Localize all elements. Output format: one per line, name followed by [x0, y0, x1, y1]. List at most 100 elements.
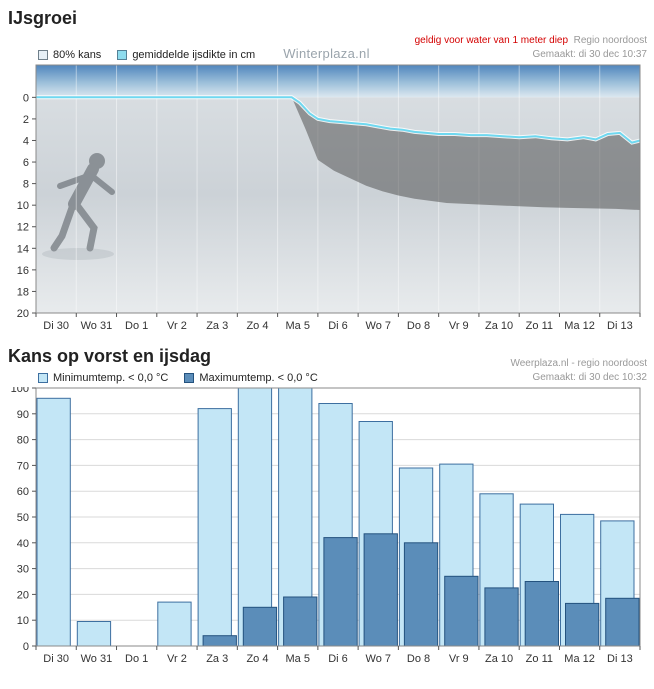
ice-chart-header: 80% kans gemiddelde ijsdikte in cm Winte… [8, 34, 647, 61]
svg-text:Wo 7: Wo 7 [366, 320, 391, 332]
svg-text:50: 50 [17, 512, 29, 524]
svg-text:0: 0 [23, 641, 29, 653]
svg-text:Wo 7: Wo 7 [366, 653, 391, 665]
svg-text:Di 13: Di 13 [607, 653, 633, 665]
svg-text:Do 8: Do 8 [407, 653, 430, 665]
svg-text:6: 6 [23, 157, 29, 169]
svg-text:4: 4 [23, 135, 29, 147]
svg-text:60: 60 [17, 486, 29, 498]
frost-chart-legend: Minimumtemp. < 0,0 °C Maximumtemp. < 0,0… [38, 372, 510, 384]
legend-label: 80% kans [53, 49, 102, 61]
max-temp-bar [283, 596, 318, 647]
svg-text:Zo 11: Zo 11 [526, 320, 553, 332]
svg-text:Ma 12: Ma 12 [564, 653, 595, 665]
svg-text:Ma 12: Ma 12 [564, 320, 595, 332]
min-temp-swatch-icon [38, 373, 48, 383]
svg-text:Vr 2: Vr 2 [167, 653, 187, 665]
svg-text:Za 3: Za 3 [206, 320, 228, 332]
svg-text:2: 2 [23, 114, 29, 126]
legend-item-maxtemp: Maximumtemp. < 0,0 °C [184, 372, 318, 384]
frost-chart-section: Kans op vorst en ijsdag Minimumtemp. < 0… [0, 338, 654, 665]
legend-label: Maximumtemp. < 0,0 °C [199, 372, 318, 384]
svg-text:Di 6: Di 6 [328, 653, 348, 665]
svg-text:40: 40 [17, 538, 29, 550]
min-temp-bar [157, 601, 192, 647]
line-swatch-icon [117, 50, 128, 60]
svg-text:Di 30: Di 30 [43, 653, 69, 665]
ice-plot-area [36, 65, 640, 313]
max-temp-bar [403, 542, 439, 647]
confidence-band [291, 97, 640, 210]
ice-chart-svg: 0 2 4 6 8 10 12 14 16 18 20 Di 30 Wo 31 Do 1 Vr 2 Za 3 Z… [17, 64, 641, 332]
svg-text:Di 30: Di 30 [43, 320, 69, 332]
max-temp-bar [444, 575, 479, 647]
svg-text:Za 10: Za 10 [485, 320, 513, 332]
svg-text:8: 8 [23, 179, 29, 191]
svg-text:Wo 31: Wo 31 [81, 653, 113, 665]
region-label: Regio noordoost [573, 35, 647, 46]
winterplaza-watermark: Winterplaza.nl [283, 46, 370, 61]
max-temp-swatch-icon [184, 373, 195, 383]
legend-label: gemiddelde ijsdikte in cm [132, 49, 256, 61]
plot-border [35, 64, 641, 314]
svg-text:Zo 4: Zo 4 [246, 653, 268, 665]
svg-text:100: 100 [11, 387, 29, 395]
svg-text:Vr 9: Vr 9 [449, 320, 469, 332]
frost-made-label: Gemaakt: di 30 dec 10:32 [532, 371, 647, 383]
min-temp-bar [197, 408, 232, 647]
frost-chart-meta: Weerplaza.nl - regio noordoost Gemaakt: … [510, 357, 647, 384]
svg-text:30: 30 [17, 564, 29, 576]
legend-item-mintemp: Minimumtemp. < 0,0 °C [38, 372, 168, 384]
min-temp-bar [36, 397, 71, 647]
max-temp-bar [363, 533, 398, 647]
legend-item-ijsdikte: gemiddelde ijsdikte in cm [117, 49, 255, 61]
max-temp-bar [565, 602, 600, 647]
svg-text:14: 14 [17, 243, 29, 255]
svg-text:Do 1: Do 1 [125, 653, 148, 665]
svg-text:12: 12 [17, 222, 29, 234]
page: IJsgroei 80% kans gemiddelde ijsdikte in… [0, 8, 654, 665]
svg-text:10: 10 [17, 615, 29, 627]
svg-text:10: 10 [17, 200, 29, 212]
svg-text:20: 20 [17, 589, 29, 601]
svg-text:Di 13: Di 13 [607, 320, 633, 332]
max-temp-bar [605, 597, 640, 647]
svg-text:Za 3: Za 3 [206, 653, 228, 665]
ice-chart-section: IJsgroei 80% kans gemiddelde ijsdikte in… [0, 8, 654, 332]
min-temp-bar [76, 621, 112, 647]
frost-chart-header: Kans op vorst en ijsdag Minimumtemp. < 0… [0, 338, 647, 384]
frost-chart-title: Kans op vorst en ijsdag [8, 346, 212, 366]
weerplaza-source-label: Weerplaza.nl - regio noordoost [510, 358, 647, 369]
svg-text:80: 80 [17, 435, 29, 447]
ice-chart-meta: geldig voor water van 1 meter diep Regio… [415, 34, 647, 61]
svg-text:18: 18 [17, 286, 29, 298]
legend-label: Minimumtemp. < 0,0 °C [53, 372, 169, 384]
sky-background [36, 65, 640, 98]
frost-chart-svg: 0 10 20 30 40 50 60 70 80 90 100 Di 30 Wo 31 Do 1 Vr 2… [11, 387, 641, 665]
skater-silhouette [42, 153, 115, 260]
svg-text:Do 1: Do 1 [125, 320, 148, 332]
svg-text:Zo 11: Zo 11 [526, 653, 553, 665]
svg-text:16: 16 [17, 265, 29, 277]
max-temp-bar [323, 537, 358, 647]
ice-made-label: Gemaakt: di 30 dec 10:37 [532, 48, 647, 60]
min-temp-bar [237, 387, 273, 647]
svg-text:Za 10: Za 10 [485, 653, 513, 665]
svg-text:0: 0 [23, 92, 29, 104]
svg-text:90: 90 [17, 409, 29, 421]
ice-chart-title: IJsgroei [8, 8, 78, 28]
svg-text:70: 70 [17, 460, 29, 472]
svg-text:Zo 4: Zo 4 [246, 320, 268, 332]
max-temp-bar [242, 606, 278, 647]
water-depth-notice: geldig voor water van 1 meter diep [414, 35, 569, 46]
band-swatch-icon [38, 50, 48, 60]
svg-text:Ma 5: Ma 5 [285, 653, 309, 665]
ice-thickness-line [36, 96, 640, 144]
max-temp-bar [202, 635, 237, 647]
svg-text:Vr 9: Vr 9 [449, 653, 469, 665]
max-temp-bar [484, 587, 519, 647]
svg-text:Vr 2: Vr 2 [167, 320, 187, 332]
ice-chart-legend: 80% kans gemiddelde ijsdikte in cm [38, 49, 255, 61]
svg-text:20: 20 [17, 308, 29, 320]
svg-text:Di 6: Di 6 [328, 320, 348, 332]
